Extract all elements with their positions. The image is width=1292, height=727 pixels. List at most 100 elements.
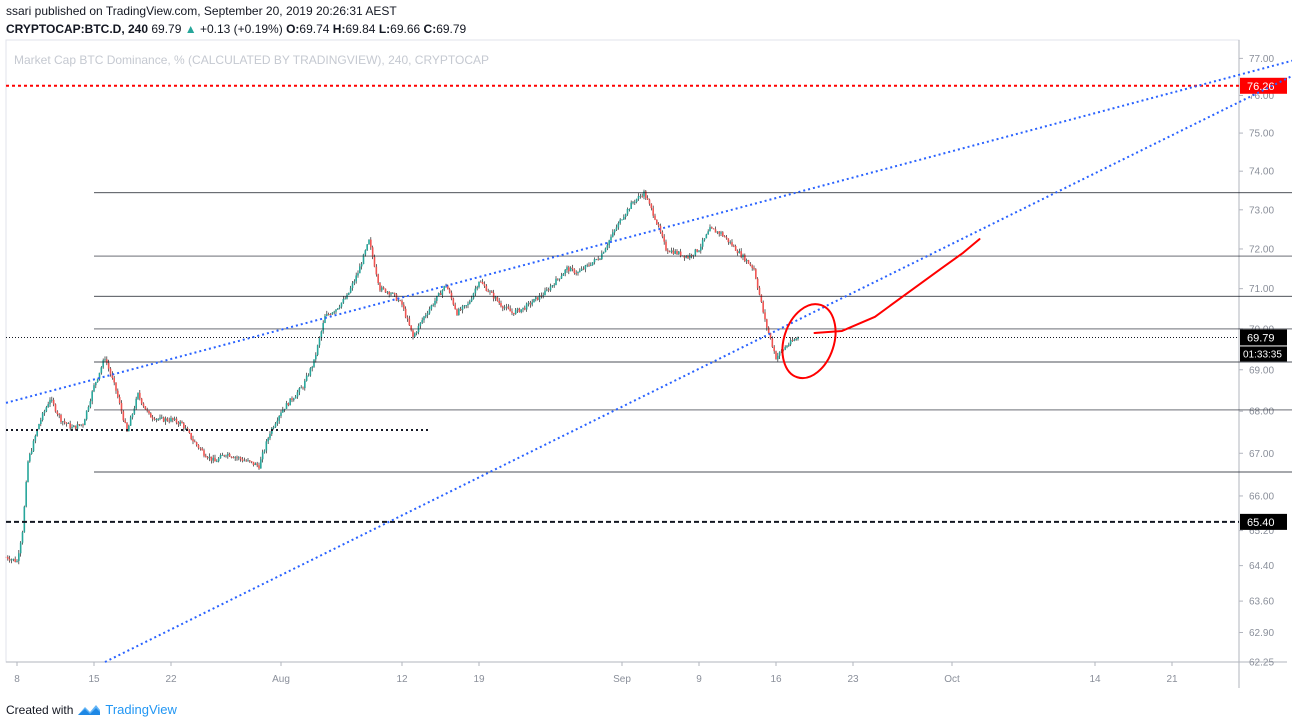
candle-body xyxy=(289,398,291,406)
candle-body xyxy=(333,311,335,313)
candle-body xyxy=(518,308,521,313)
candle-body xyxy=(41,413,44,421)
candle-body xyxy=(315,354,317,360)
candle-body xyxy=(139,392,141,399)
y-tick-label: 72.00 xyxy=(1249,244,1274,255)
candle-body xyxy=(652,208,654,216)
price-level-badge-label: 65.40 xyxy=(1247,517,1275,529)
candle-body xyxy=(775,351,777,360)
x-tick-label: 19 xyxy=(473,674,485,685)
open-value: 69.74 xyxy=(299,22,330,36)
candle-body xyxy=(349,288,352,293)
candle-body xyxy=(195,442,198,445)
candle-body xyxy=(346,294,348,299)
candle-body xyxy=(733,245,735,247)
candle-body xyxy=(639,195,642,197)
candle-body xyxy=(452,298,455,305)
candle-body xyxy=(557,278,559,280)
candle-body xyxy=(188,430,191,434)
candle-body xyxy=(450,292,453,299)
candle-body xyxy=(344,298,346,300)
plot-area[interactable] xyxy=(5,189,799,565)
candle-body xyxy=(659,225,662,233)
candle-body xyxy=(27,461,29,483)
drawings: 0(73.44)0.236(71.82)0.382(70.81)0.5(70.0… xyxy=(5,59,1292,663)
candle-body xyxy=(566,267,568,270)
candle-body xyxy=(159,417,161,419)
candle-body xyxy=(564,269,566,274)
candle-body xyxy=(60,414,62,423)
candle-body xyxy=(703,238,706,241)
candle-body xyxy=(166,418,169,421)
candle-body xyxy=(71,427,73,429)
candle-body xyxy=(674,250,676,254)
candle-body xyxy=(769,333,772,339)
candle-body xyxy=(137,392,139,399)
candle-body xyxy=(727,238,730,243)
candle-body xyxy=(672,250,675,254)
candle-body xyxy=(177,422,180,425)
candle-body xyxy=(243,460,246,462)
candle-body xyxy=(584,265,587,270)
tradingview-brand[interactable]: TradingView xyxy=(105,702,177,717)
candle-body xyxy=(602,252,605,254)
candle-body xyxy=(208,456,211,459)
candle-body xyxy=(56,411,59,415)
x-tick-label: 9 xyxy=(696,674,702,685)
candle-body xyxy=(698,250,700,252)
candle-body xyxy=(546,289,548,291)
candle-body xyxy=(701,240,704,247)
candle-body xyxy=(731,242,733,246)
candle-body xyxy=(795,339,797,340)
candle-body xyxy=(617,223,620,228)
candle-body xyxy=(69,423,71,429)
candle-body xyxy=(797,337,799,340)
candle-body xyxy=(434,300,436,305)
candle-body xyxy=(436,295,438,301)
candle-body xyxy=(175,418,178,423)
symbol-label[interactable]: CRYPTOCAP:BTC.D, 240 xyxy=(6,22,149,36)
candle-body xyxy=(206,457,209,459)
candle-body xyxy=(263,450,266,453)
candle-body xyxy=(249,460,251,462)
created-with-text: Created with xyxy=(6,702,74,717)
candle-body xyxy=(142,403,145,407)
countdown-badge xyxy=(1240,346,1287,362)
candle-body xyxy=(786,345,788,348)
y-tick-label: 69.00 xyxy=(1249,365,1274,376)
candle-body xyxy=(705,234,708,239)
price-level-badge xyxy=(1240,513,1287,530)
candle-body xyxy=(540,295,543,297)
candle-body xyxy=(375,266,378,275)
candle-body xyxy=(593,259,596,263)
candle-body xyxy=(247,460,249,462)
candle-body xyxy=(753,267,755,270)
candle-body xyxy=(12,558,15,560)
candle-body xyxy=(228,453,231,457)
candle-body xyxy=(562,273,565,276)
candle-body xyxy=(676,250,678,255)
candle-body xyxy=(441,290,444,295)
candle-body xyxy=(133,408,136,414)
annotation-circle xyxy=(781,303,837,380)
candle-body xyxy=(126,422,128,432)
y-tick-label: 66.00 xyxy=(1249,491,1274,502)
candle-body xyxy=(311,366,313,369)
candle-body xyxy=(773,346,775,352)
candle-body xyxy=(236,457,238,459)
candle-body xyxy=(487,290,489,292)
y-tick-label: 62.90 xyxy=(1249,628,1274,639)
candle-body xyxy=(458,309,460,316)
candle-body xyxy=(82,424,84,426)
candle-body xyxy=(514,310,517,315)
candle-body xyxy=(329,314,332,316)
candle-body xyxy=(364,250,367,255)
candle-body xyxy=(789,340,792,345)
candle-body xyxy=(155,418,158,420)
candle-body xyxy=(503,307,506,309)
candle-body xyxy=(393,292,396,295)
candle-body xyxy=(496,297,499,301)
candle-body xyxy=(615,227,618,230)
candle-body xyxy=(388,291,390,295)
